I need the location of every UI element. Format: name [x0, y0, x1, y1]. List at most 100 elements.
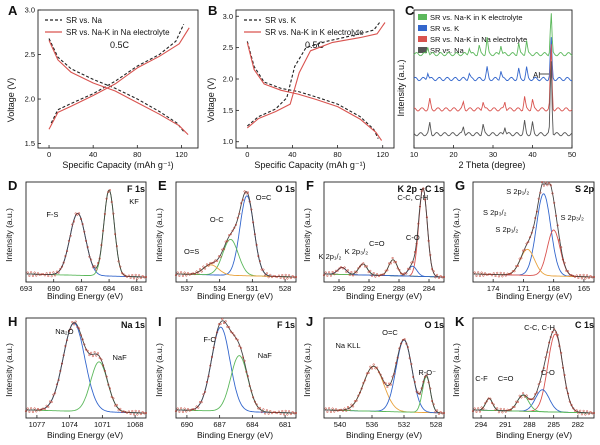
- data-point-K-27: [546, 351, 549, 354]
- data-point-K-47: [511, 406, 514, 409]
- data-point-I-29: [245, 370, 248, 373]
- data-point-G-36: [530, 231, 533, 234]
- ytick-label-B-0: 1.0: [223, 137, 233, 146]
- data-point-H-6: [134, 409, 137, 412]
- data-point-K-14: [568, 400, 571, 403]
- data-point-G-34: [534, 217, 537, 220]
- data-point-G-43: [518, 257, 521, 260]
- data-point-D-5: [136, 277, 139, 280]
- data-point-H-29: [95, 354, 98, 357]
- data-point-E-35: [234, 223, 238, 226]
- data-point-G-15: [567, 270, 570, 273]
- data-point-J-62: [336, 409, 339, 412]
- data-point-K-15: [567, 392, 570, 395]
- data-point-F-46: [364, 265, 367, 268]
- data-point-D-34: [86, 246, 89, 249]
- data-point-F-60: [340, 266, 343, 269]
- panel-title-E: O 1s: [275, 184, 295, 194]
- data-point-H-64: [35, 410, 38, 413]
- data-point-F-8: [429, 253, 432, 256]
- data-point-D-2: [141, 274, 144, 278]
- component-I-0: [176, 326, 296, 414]
- xlabel-J: Binding Energy (eV): [346, 430, 422, 440]
- panel-A: A Voltage (V) Specific Capacity (mAh g⁻¹…: [6, 3, 174, 170]
- ytick-label-B-2: 2.0: [223, 75, 233, 84]
- data-point-J-53: [352, 405, 355, 408]
- data-point-K-51: [504, 410, 507, 413]
- data-point-D-65: [33, 271, 36, 274]
- data-point-H-12: [124, 410, 127, 414]
- data-point-D-8: [131, 274, 134, 277]
- data-point-I-48: [212, 346, 215, 349]
- data-point-K-31: [539, 380, 542, 383]
- data-point-E-51: [207, 264, 210, 267]
- data-point-E-30: [243, 190, 246, 193]
- xlabel-B: Specific Capacity (mAh g⁻¹): [254, 160, 365, 170]
- data-point-H-18: [114, 404, 117, 407]
- data-point-E-15: [269, 273, 272, 276]
- data-point-K-56: [496, 407, 499, 410]
- xtick-label-A-2: 80: [133, 150, 141, 159]
- data-point-H-70: [24, 410, 28, 413]
- data-point-F-28: [394, 260, 398, 263]
- data-point-D-9: [129, 276, 132, 279]
- data-point-E-55: [200, 270, 203, 273]
- data-point-E-2: [291, 274, 294, 278]
- data-point-I-58: [195, 405, 198, 408]
- data-point-H-46: [66, 339, 69, 342]
- peak-label-K-3: C-O: [541, 368, 555, 377]
- data-point-D-46: [66, 250, 69, 253]
- peak-label-J-0: Na KLL: [335, 341, 360, 350]
- data-point-H-45: [67, 329, 70, 333]
- legend-text-A-0: SR vs. Na: [66, 16, 103, 25]
- panel-letter-H: H: [8, 314, 17, 329]
- data-point-I-3: [289, 413, 292, 416]
- data-point-G-67: [477, 271, 480, 274]
- data-point-G-61: [487, 273, 490, 276]
- data-point-G-28: [544, 181, 547, 184]
- data-point-K-6: [582, 409, 585, 412]
- data-point-D-44: [69, 234, 72, 237]
- ylabel-F: Intensity (a.u.): [302, 208, 312, 262]
- panel-title-G: S 2p: [575, 184, 595, 194]
- data-point-G-57: [494, 274, 497, 278]
- data-point-G-37: [528, 236, 532, 239]
- peak-label-E-0: O-C: [210, 215, 224, 224]
- component-G-2: [473, 248, 594, 278]
- data-point-E-48: [212, 261, 215, 264]
- data-point-J-10: [425, 373, 428, 376]
- data-point-E-34: [236, 216, 239, 219]
- data-point-D-51: [57, 271, 60, 274]
- component-E-1: [176, 238, 296, 278]
- data-point-E-44: [219, 255, 222, 258]
- data-point-D-69: [26, 271, 29, 274]
- data-point-J-45: [365, 372, 368, 375]
- data-point-D-23: [105, 197, 108, 200]
- peak-label-E-2: O=S: [184, 247, 199, 256]
- legend-swatch-C-1: [418, 25, 427, 31]
- data-point-I-55: [200, 401, 203, 404]
- data-point-I-32: [240, 346, 243, 349]
- data-point-G-24: [551, 192, 554, 195]
- data-point-D-18: [114, 233, 117, 236]
- data-point-G-9: [577, 276, 580, 279]
- annotation-A: 0.5C: [110, 40, 130, 50]
- data-point-I-62: [188, 409, 191, 412]
- data-point-G-21: [556, 224, 559, 227]
- data-point-I-40: [226, 325, 229, 328]
- xtick-label-F-0: 296: [333, 284, 346, 293]
- data-point-D-21: [108, 189, 112, 192]
- component-H-1: [26, 361, 146, 414]
- data-point-G-22: [554, 214, 558, 217]
- data-point-J-68: [326, 410, 329, 413]
- data-point-K-3: [587, 413, 590, 416]
- data-point-F-12: [422, 187, 425, 190]
- data-point-F-27: [396, 267, 399, 270]
- data-point-G-55: [497, 275, 500, 278]
- data-point-J-67: [328, 407, 331, 410]
- ylabel-D: Intensity (a.u.): [4, 208, 14, 262]
- xtick-label-G-0: 174: [487, 284, 500, 293]
- data-point-E-20: [260, 268, 263, 271]
- data-point-H-30: [93, 351, 96, 354]
- data-point-G-10: [575, 274, 578, 277]
